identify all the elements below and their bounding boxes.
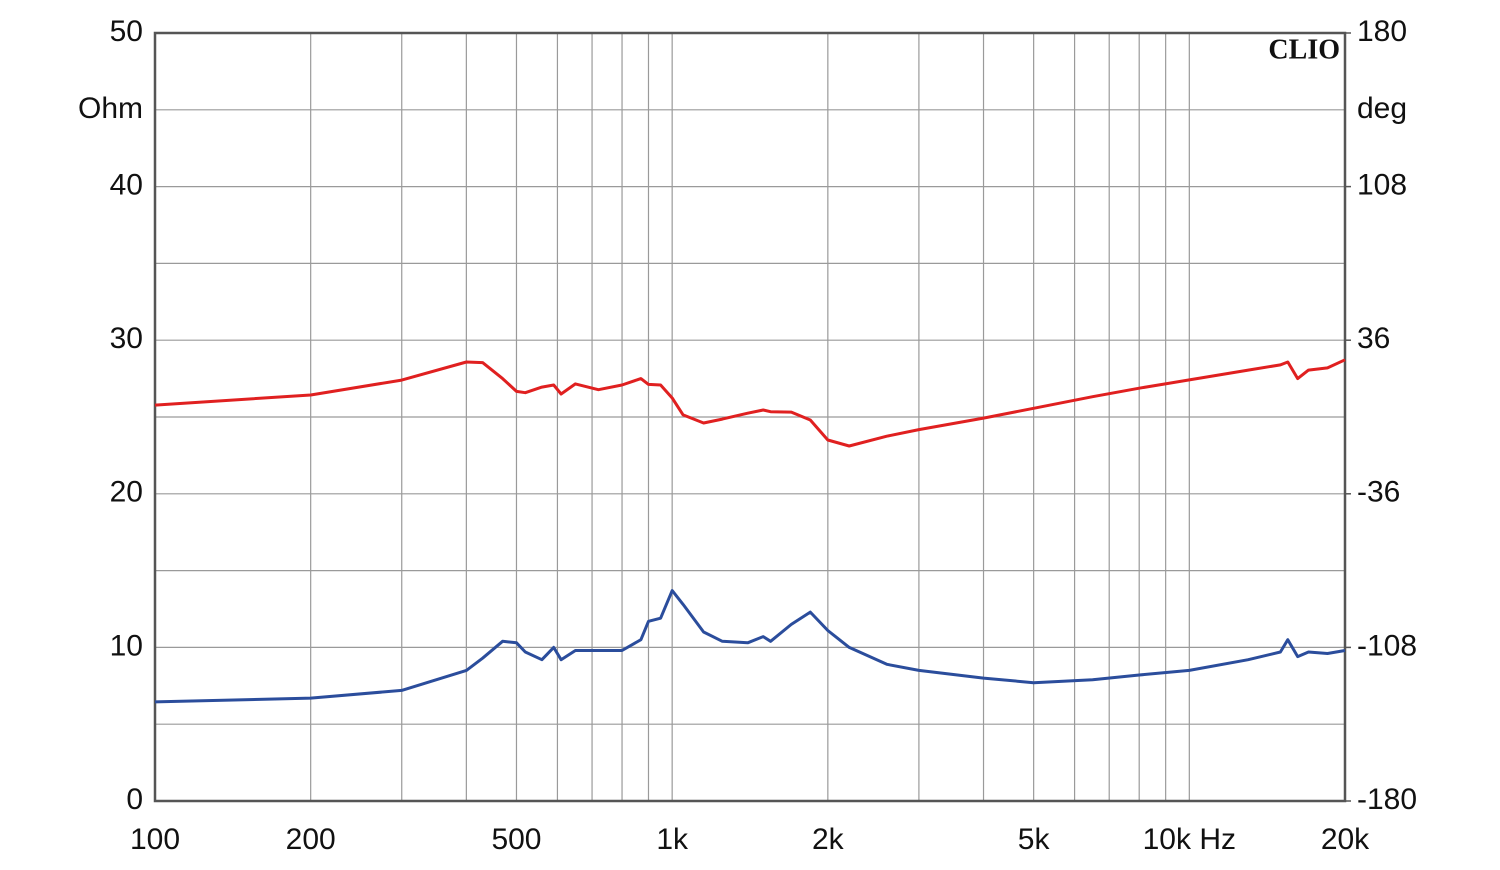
x-tick-label: 1k [656, 823, 689, 856]
y-tick-label: 50 [110, 15, 143, 48]
y2-axis-label: deg [1357, 92, 1407, 125]
y-tick-label: 40 [110, 169, 143, 202]
y2-tick-label: -180 [1357, 783, 1417, 816]
plot-frame [153, 31, 1347, 803]
series-line [154, 358, 1346, 448]
y2-tick-label: 180 [1357, 15, 1407, 48]
y-tick-label: 20 [110, 476, 143, 509]
x-tick-label: 200 [286, 823, 336, 856]
y2-tick-label: -36 [1357, 476, 1400, 509]
watermark: CLIO [1268, 34, 1340, 65]
y-axis-label: Ohm [78, 92, 143, 125]
y-tick-label: 10 [110, 629, 143, 662]
y2-tick-label: 108 [1357, 169, 1407, 202]
y-tick-label: 0 [126, 783, 143, 816]
x-tick-label: 10k Hz [1143, 823, 1236, 856]
x-tick-label: 500 [491, 823, 541, 856]
y2-tick-label: 36 [1357, 322, 1390, 355]
x-tick-label: 20k [1321, 823, 1370, 856]
y-tick-label: 30 [110, 322, 143, 355]
x-tick-label: 5k [1018, 823, 1051, 856]
x-tick-label: 100 [130, 823, 180, 856]
x-tick-label: 2k [812, 823, 845, 856]
y2-tick-label: -108 [1357, 629, 1417, 662]
series-line [154, 589, 1346, 704]
